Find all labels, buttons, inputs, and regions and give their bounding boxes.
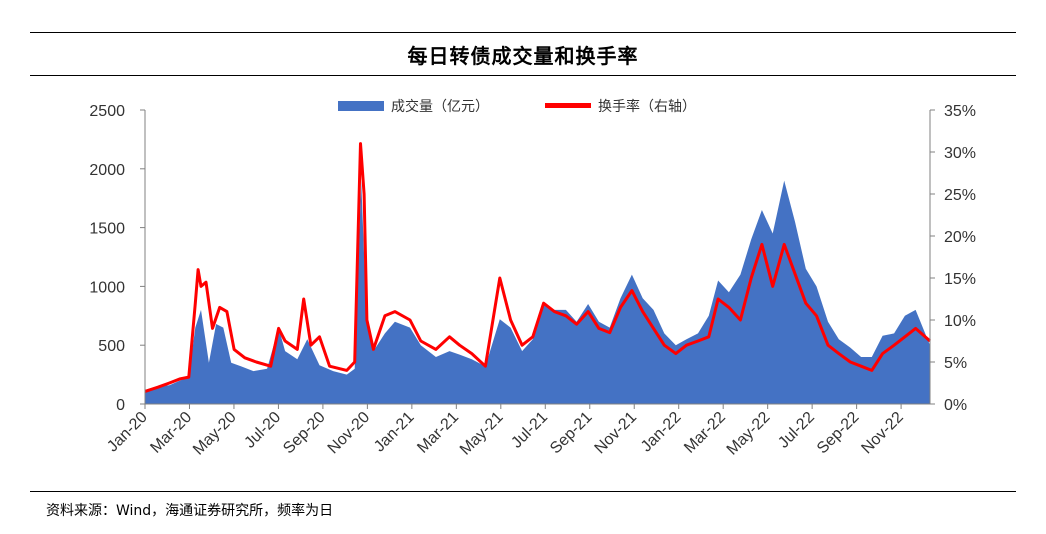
x-tick-label: Jul-20 [241, 409, 284, 452]
x-tick-label: Mar-20 [147, 409, 195, 457]
right-tick-label: 10% [944, 313, 976, 330]
turnover-line-layer [144, 142, 931, 393]
x-tick-label: Nov-20 [325, 409, 374, 458]
volume-area [145, 180, 930, 404]
right-tick-label: 25% [944, 187, 976, 204]
left-tick-label: 2500 [89, 103, 125, 120]
chart-title: 每日转债成交量和换手率 [407, 44, 639, 68]
right-tick-label: 5% [944, 355, 967, 372]
legend-swatch-volume [338, 101, 384, 111]
x-tick-label: Nov-21 [592, 409, 641, 458]
x-tick-label: Jan-20 [104, 409, 151, 456]
axes-layer: 0 500 1000 1500 2000 2500 0% 5% 10% 15% 20% 25% 30% 3… [89, 103, 976, 459]
left-tick-label: 0 [116, 397, 125, 414]
x-tick-label: Jan-22 [638, 409, 685, 456]
x-tick-label: Mar-22 [681, 409, 729, 457]
x-tick-label: Sep-21 [547, 409, 596, 458]
source-note: 资料来源：Wind，海通证券研究所，频率为日 [46, 503, 334, 519]
top-rule [30, 32, 1016, 33]
bottom-rule [30, 491, 1016, 492]
x-tick-label: Jul-22 [775, 409, 818, 452]
x-tick-label: Nov-22 [858, 409, 907, 458]
x-tick-label: May-21 [457, 409, 507, 459]
left-tick-label: 1000 [89, 279, 125, 296]
right-tick-label: 35% [944, 103, 976, 120]
right-tick-label: 30% [944, 145, 976, 162]
x-tick-label: May-22 [724, 409, 774, 459]
volume-area-layer [145, 180, 930, 404]
x-tick-label: May-20 [190, 409, 240, 459]
right-tick-label: 20% [944, 229, 976, 246]
x-tick-label: Sep-22 [814, 409, 863, 458]
chart-canvas: 0 500 1000 1500 2000 2500 0% 5% 10% 15% 20% 25% 30% 3… [89, 98, 976, 459]
x-tick-label: Sep-20 [280, 409, 329, 458]
legend: 成交量（亿元） 换手率（右轴） [338, 98, 696, 115]
x-tick-label: Jul-21 [508, 409, 551, 452]
x-tick-label: Jan-21 [371, 409, 418, 456]
legend-label-turnover: 换手率（右轴） [598, 98, 696, 115]
legend-label-volume: 成交量（亿元） [391, 98, 489, 115]
title-rule [30, 75, 1016, 76]
right-tick-label: 15% [944, 271, 976, 288]
right-tick-label: 0% [944, 397, 967, 414]
turnover-line [144, 142, 931, 393]
legend-swatch-turnover [545, 103, 591, 108]
x-tick-label: Mar-21 [414, 409, 462, 457]
left-tick-label: 500 [98, 338, 125, 355]
left-tick-label: 2000 [89, 162, 125, 179]
left-tick-label: 1500 [89, 221, 125, 238]
